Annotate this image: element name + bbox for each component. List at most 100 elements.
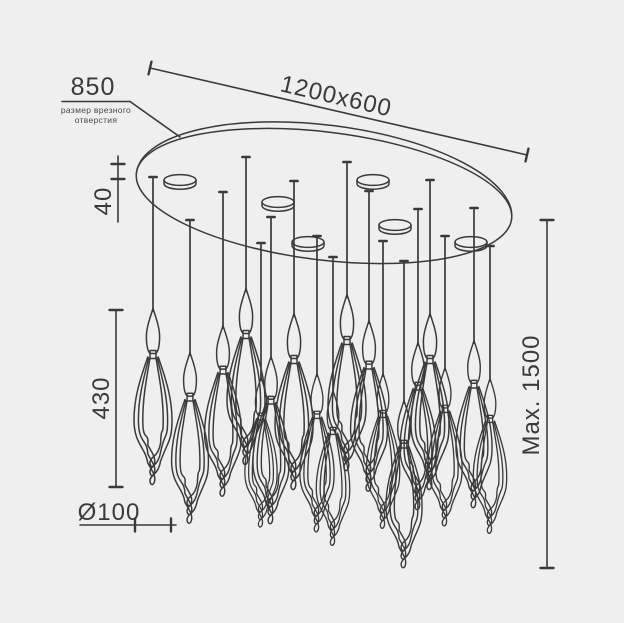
flame-bulb [339,293,355,341]
max-height-label: Max. 1500 [518,334,545,456]
cutout-leader-line [129,100,181,138]
canopy-rim-edge [135,121,513,220]
drop-petal-outline [431,411,459,519]
flame-bulb [145,307,161,355]
drop-petal-outline [427,410,463,527]
max-height-dimension [539,218,555,570]
flame-bulb [467,339,481,384]
drop-petal-outline [307,418,327,517]
pendant-drop [170,351,210,524]
canopy-grommets [163,173,488,252]
drop-petal-outline [244,418,278,528]
drop-petal-outline [278,362,310,482]
bulb-collar [343,335,351,346]
flame-bulb [310,372,324,415]
pendant-drop [327,293,367,472]
bulb-collar [290,354,298,365]
grommet-top [261,195,295,209]
drop-petal-outline [142,358,164,468]
drop-petal-outline [256,402,286,516]
pendant-drop [274,312,314,491]
drop-petal-outline [230,337,262,457]
pendant-drop [299,372,335,533]
drop-petal-outline [133,356,173,486]
grommet [261,195,295,212]
drop-petal-outline [327,342,367,472]
drop-petal-outline [389,446,419,560]
drop-petal-outline [252,401,290,525]
drop-petal-outline [410,361,450,491]
drop-petal-outline [336,344,358,454]
canopy-thickness-dimension [110,155,126,223]
pendant-drop [252,355,290,525]
grommet-side [454,241,488,252]
drop-petal-outline [303,417,331,525]
drop-petal-outline [299,416,335,533]
grommet-top [163,173,197,187]
drop-petal-outline [260,403,282,508]
grommet-side [291,241,325,252]
bulb-collar [379,409,387,419]
bulb-collar [470,379,478,389]
drop-petal-outline [480,422,500,519]
grommet-top [454,235,488,249]
grommet [163,173,197,190]
canopy-plate [135,121,513,265]
drop-petal-outline [331,343,363,463]
grommet [291,235,325,252]
bulb-collar [426,354,434,365]
canopy-bottom-edge [135,127,513,265]
drop-petal-outline [274,361,314,491]
grommet-top [378,218,412,232]
pendant-drop [203,324,243,497]
pendant-length-label: 430 [88,376,115,420]
flame-bulb [422,312,438,360]
cutout-note-line2: отверстия [74,115,118,125]
drop-petal-outline [459,386,489,500]
grommet-top [356,173,390,187]
pendant-drop [349,319,389,492]
grommet-side [356,179,390,190]
pendant-drop [133,307,173,486]
bulb-collar [242,329,250,340]
drop-petal-outline [170,398,210,524]
drop-petal-outline [472,420,508,534]
drop-petal-outline [179,400,201,507]
flame-bulb [376,372,390,414]
drop-petal-outline [283,363,305,473]
canopy-size-dimension [147,60,530,163]
drop-petal-outline [251,419,271,513]
grommet-side [163,179,197,190]
drop-petal-outline [212,373,234,480]
drop-petal-outline [137,357,169,477]
pendant-diameter-label: Ø100 [77,499,141,526]
drop-petal-outline [175,399,205,516]
diameter-dimension [79,517,177,533]
dimension-annotations [61,60,555,570]
flame-bulb [361,319,377,365]
drop-petal-outline [455,385,493,509]
bulb-collar [186,392,194,402]
flame-bulb [438,366,452,409]
grommet-side [261,201,295,212]
drop-petal-outline [393,447,415,552]
drop-petal-outline [203,371,243,497]
drop-petal-outline [373,417,393,514]
drop-petal-outline [315,432,351,546]
suspension-wires [148,155,495,404]
drop-petal-outline [323,434,343,531]
flame-bulb [215,324,231,370]
drop-petal-outline [399,387,437,511]
drop-petal-outline [385,445,423,569]
bulb-collar [365,360,373,370]
drop-petal-outline [414,362,446,482]
drop-petal-outline [435,412,455,511]
drop-petal-outline [463,387,485,492]
cutout-note-line1: размер врезного [60,105,132,115]
drop-petal-outline [208,372,238,489]
pendant-drop [427,366,463,527]
drop-petal-outline [476,421,504,527]
drop-petal-outline [319,433,347,539]
